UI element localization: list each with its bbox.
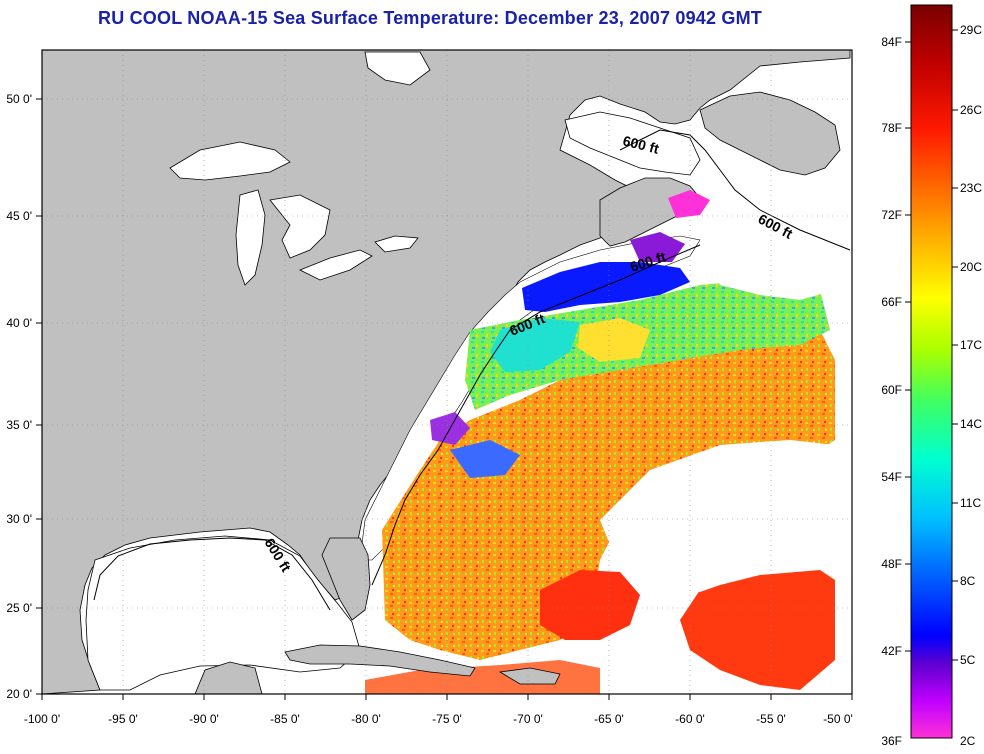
sst-violet-patch xyxy=(630,232,685,262)
cloud-mask xyxy=(600,440,835,592)
x-tick-label: -75 0' xyxy=(432,712,462,726)
x-tick-label: -65 0' xyxy=(594,712,624,726)
hispaniola-land xyxy=(498,667,561,685)
x-tick-label: -70 0' xyxy=(513,712,543,726)
colorbar-c-label: 5C xyxy=(960,653,976,667)
y-tick-label: 30 0' xyxy=(6,512,32,526)
yucatan-land xyxy=(194,661,263,694)
colorbar-c-label: 2C xyxy=(960,734,976,748)
lake-ontario xyxy=(374,235,419,253)
contour-600ft-east xyxy=(619,129,851,251)
colorbar-f-label: 84F xyxy=(881,35,902,49)
x-tick-label: -80 0' xyxy=(351,712,381,726)
colorbar-c-label: 29C xyxy=(960,23,982,37)
lake-superior xyxy=(169,141,291,181)
colorbar-f-label: 72F xyxy=(881,208,902,222)
colorbar-f-label: 48F xyxy=(881,557,902,571)
sst-warm-region xyxy=(382,330,835,660)
cloud-mask-north xyxy=(700,210,835,300)
y-tick-label: 40 0' xyxy=(6,316,32,330)
sst-cool-band xyxy=(465,280,830,410)
colorbar-c-label: 26C xyxy=(960,103,982,117)
sst-warm-southeast xyxy=(680,570,835,690)
axis-ticks xyxy=(36,98,853,700)
colorbar-c-label: 17C xyxy=(960,338,982,352)
newfoundland-land xyxy=(699,91,841,176)
x-tick-label: -95 0' xyxy=(108,712,138,726)
sst-magenta-patch xyxy=(668,190,710,218)
sst-cold-gulf-maine xyxy=(522,262,690,312)
colorbar-c-label: 14C xyxy=(960,417,982,431)
sst-caribbean-strip xyxy=(365,660,600,694)
colorbar-f-label: 60F xyxy=(881,383,902,397)
y-axis-labels: 50 0' 45 0' 40 0' 35 0' 30 0' 25 0' 20 0… xyxy=(6,92,32,701)
colorbar-c-label: 11C xyxy=(960,496,981,510)
map-body: 600 ft 600 ft 600 ft 600 ft 600 ft xyxy=(42,50,852,694)
x-tick-label: -50 0' xyxy=(823,712,853,726)
x-tick-label: -55 0' xyxy=(756,712,786,726)
colorbar-gradient xyxy=(910,4,953,739)
colorbar-f-label: 54F xyxy=(881,470,902,484)
contour-600ft-shelf xyxy=(371,244,701,586)
colorbar-f-label: 78F xyxy=(881,121,902,135)
contour-600ft-gulf xyxy=(93,537,331,611)
x-tick-label: -85 0' xyxy=(270,712,300,726)
colorbar-f-label: 36F xyxy=(881,734,902,748)
colorbar-c-label: 23C xyxy=(960,181,982,195)
y-tick-label: 50 0' xyxy=(6,92,32,106)
x-axis-labels: -100 0' -95 0' -90 0' -85 0' -80 0' -75 … xyxy=(24,712,853,726)
graticule xyxy=(42,50,852,694)
y-tick-label: 45 0' xyxy=(6,209,32,223)
lake-erie xyxy=(299,249,373,281)
x-tick-label: -90 0' xyxy=(189,712,219,726)
lake-michigan xyxy=(235,189,266,286)
colorbar-c-label: 20C xyxy=(960,260,982,274)
sst-yellow-patch xyxy=(578,318,650,362)
colorbar-f-label: 42F xyxy=(881,644,902,658)
y-tick-label: 25 0' xyxy=(6,601,32,615)
x-tick-label: -60 0' xyxy=(675,712,705,726)
james-bay xyxy=(364,51,431,86)
colorbar-c-label: 8C xyxy=(960,574,976,588)
sst-blue-slope xyxy=(450,440,520,478)
cuba-land xyxy=(284,644,476,677)
y-tick-label: 20 0' xyxy=(6,687,32,701)
colorbar: 84F 78F 72F 66F 60F 54F 48F 42F 36F 29C … xyxy=(881,4,982,748)
x-tick-label: -100 0' xyxy=(24,712,60,726)
sst-cyan-shelf xyxy=(490,318,580,372)
sst-hot-patch xyxy=(540,570,640,640)
colorbar-f-label: 66F xyxy=(881,295,902,309)
map-title: RU COOL NOAA-15 Sea Surface Temperature:… xyxy=(98,8,762,28)
y-tick-label: 35 0' xyxy=(6,418,32,432)
florida-land xyxy=(321,537,371,621)
